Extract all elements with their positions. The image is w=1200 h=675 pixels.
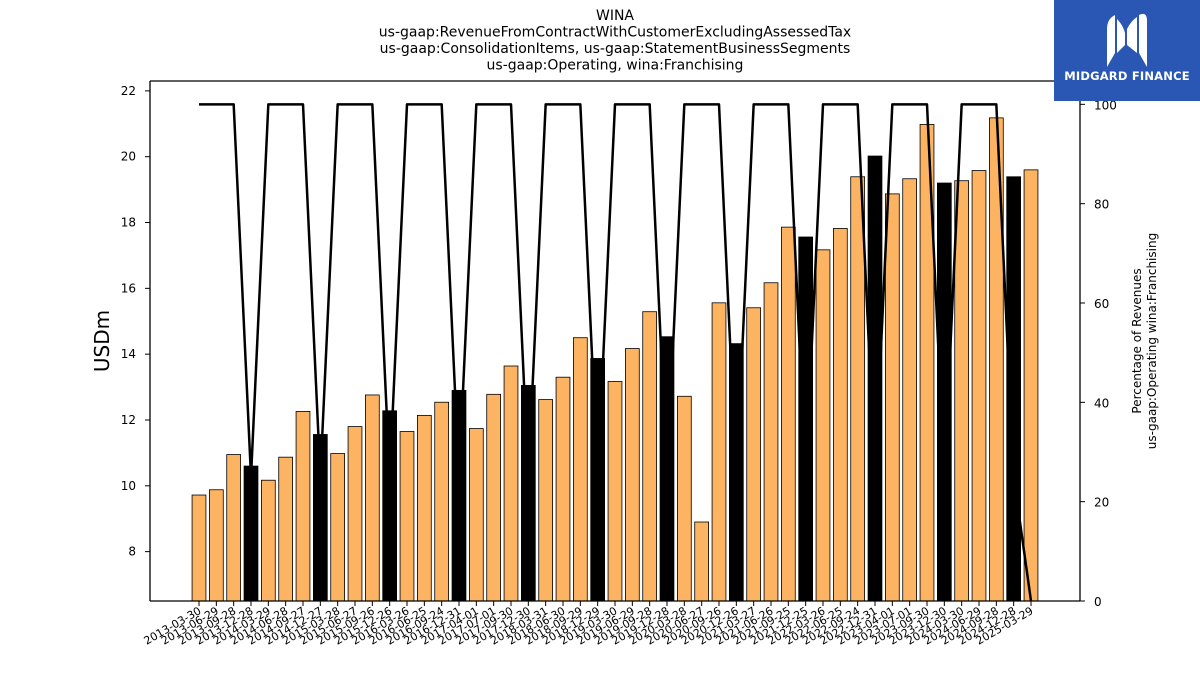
left-y-tick-label: 20: [121, 150, 136, 164]
bar: [885, 193, 900, 602]
chart-title: WINAus-gaap:RevenueFromContractWithCusto…: [379, 8, 851, 74]
bar: [902, 178, 917, 602]
bar: [451, 389, 467, 602]
bar: [954, 180, 969, 602]
bar: [781, 226, 796, 602]
bar: [191, 494, 207, 602]
left-y-axis-ticks: 8 10 12 14 16 18 20 22: [121, 84, 150, 559]
bar: [295, 411, 311, 602]
axis-labels: USDm Percentage of Revenues us-gaap:Operat…: [90, 233, 1159, 449]
bar: [434, 401, 450, 602]
bar: [1023, 169, 1039, 602]
left-y-tick-label: 8: [128, 545, 136, 559]
bar: [364, 394, 380, 602]
left-y-tick-label: 12: [121, 413, 136, 427]
right-y-tick-label: 100: [1094, 98, 1117, 112]
chart-title-line: WINA: [596, 8, 634, 24]
left-y-tick-label: 18: [121, 216, 136, 230]
bar: [330, 453, 346, 602]
midgard-finance-logo: MIDGARD FINANCE: [1054, 0, 1200, 101]
bar: [347, 426, 363, 602]
right-y-axis-label: us-gaap:Operating wina:Franchising: [1145, 233, 1159, 449]
bar: [694, 521, 709, 602]
right-y-tick-label: 80: [1094, 198, 1109, 212]
chart-title-line: us-gaap:ConsolidationItems, us-gaap:Stat…: [380, 41, 851, 57]
percentage-line-series: [199, 103, 1033, 602]
bar: [278, 456, 294, 602]
bar: [243, 465, 259, 602]
midgard-logo-icon: [1107, 13, 1147, 67]
bar: [625, 348, 640, 602]
bar: [382, 410, 398, 602]
bar: [711, 302, 727, 602]
bar: [746, 307, 761, 602]
bar: [521, 385, 536, 602]
bar: [833, 228, 848, 602]
left-y-tick-label: 10: [121, 479, 136, 493]
right-y-tick-label: 40: [1094, 396, 1109, 410]
chart-title-line: us-gaap:Operating, wina:Franchising: [487, 58, 744, 74]
bar: [503, 365, 519, 602]
bar: [226, 454, 241, 602]
logo-text: MIDGARD FINANCE: [1064, 69, 1190, 83]
bar: [607, 381, 623, 602]
bar: [468, 428, 484, 602]
bar: [486, 393, 502, 602]
bar: [642, 311, 657, 602]
right-y-axis-label: Percentage of Revenues: [1130, 268, 1144, 413]
bar: [677, 395, 692, 602]
right-y-tick-label: 20: [1094, 496, 1109, 510]
x-axis-ticks: 2013-03-302013-06-292013-09-282013-12-28…: [142, 601, 1036, 648]
bar: [416, 414, 432, 602]
left-y-tick-label: 14: [121, 347, 136, 361]
percentage-line: [199, 103, 1033, 602]
left-y-axis-label: USDm: [90, 310, 114, 372]
bar: [798, 236, 813, 602]
right-y-tick-label: 0: [1094, 595, 1102, 609]
bar: [260, 479, 276, 602]
bar: [815, 249, 831, 602]
bar: [763, 282, 779, 602]
chart-title-line: us-gaap:RevenueFromContractWithCustomerE…: [379, 25, 851, 41]
right-y-tick-label: 60: [1094, 297, 1109, 311]
bar-series: [191, 117, 1039, 602]
bar: [573, 337, 588, 602]
bar: [399, 431, 415, 602]
left-y-tick-label: 22: [121, 84, 136, 98]
bar: [208, 489, 224, 602]
right-y-axis-ticks: 0 20 40 60 80 100: [1080, 98, 1117, 609]
left-y-tick-label: 16: [121, 281, 136, 295]
bar: [971, 170, 987, 602]
bar: [555, 376, 571, 602]
bar: [538, 399, 553, 602]
bar: [850, 176, 865, 602]
